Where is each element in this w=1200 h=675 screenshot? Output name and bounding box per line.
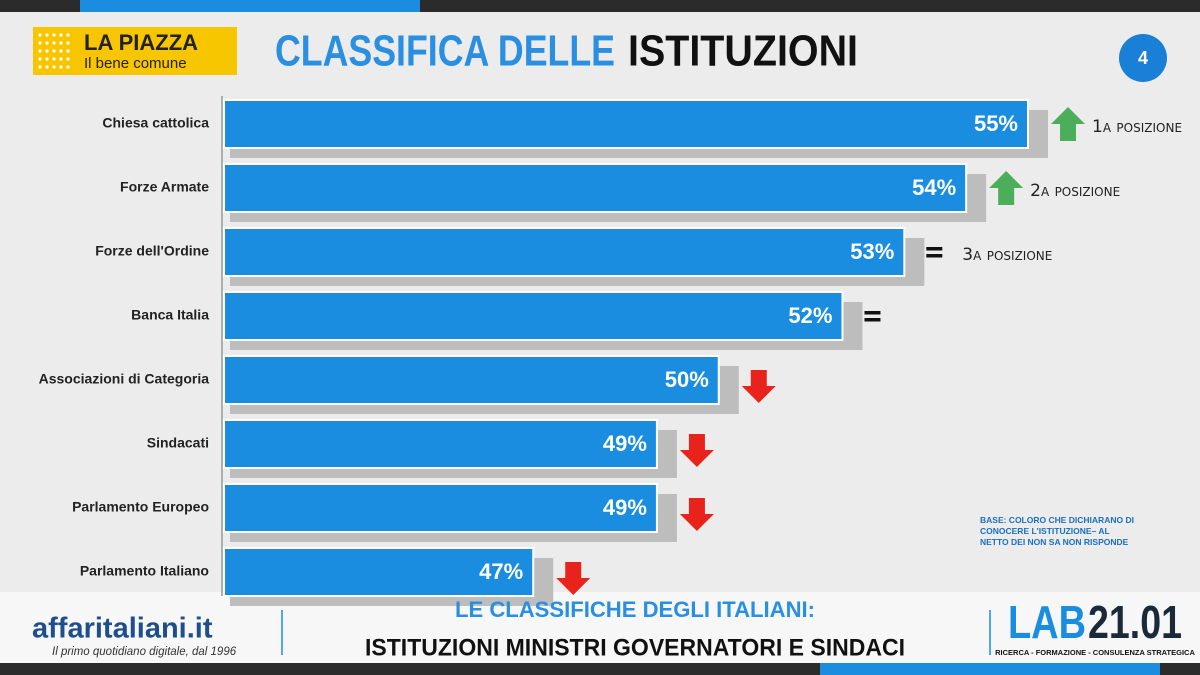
value-label: 55%	[974, 111, 1018, 136]
logo-dots	[38, 33, 70, 69]
bar	[223, 483, 658, 533]
footer-band	[0, 592, 1200, 663]
trend-equal-icon	[864, 311, 881, 315]
lab-tagline: RICERCA - FORMAZIONE - CONSULENZA STRATE…	[995, 648, 1195, 657]
bottom-strip-accent	[820, 663, 1160, 675]
trend-up-icon	[1051, 107, 1085, 141]
value-label: 53%	[850, 239, 894, 264]
value-label: 49%	[603, 495, 647, 520]
lab-part1: LAB	[1008, 596, 1086, 648]
value-label: 47%	[479, 559, 523, 584]
category-label: Associazioni di Categoria	[39, 371, 210, 387]
chart: 55% Chiesa cattolica 1a posizione 54% Forze …	[39, 99, 1182, 606]
trend-down-icon	[679, 434, 714, 467]
brand-tagline: Il primo quotidiano digitale, dal 1996	[52, 646, 237, 658]
headline1: LE CLASSIFICHE DEGLI ITALIANI:	[455, 597, 815, 622]
annotation: 1a posizione	[1092, 117, 1182, 137]
annotation: 2a posizione	[1030, 181, 1120, 201]
page-badge	[1119, 34, 1167, 82]
trend-equal-icon	[926, 247, 943, 251]
bar	[223, 227, 906, 277]
value-label: 49%	[603, 431, 647, 456]
page-number: 4	[1138, 48, 1148, 68]
bar	[223, 163, 968, 213]
trend-down-icon	[679, 498, 714, 531]
category-label: Chiesa cattolica	[102, 115, 209, 131]
value-label: 50%	[665, 367, 709, 392]
logo-subtitle: Il bene comune	[84, 55, 187, 72]
value-label: 54%	[912, 175, 956, 200]
value-label: 52%	[788, 303, 832, 328]
bar	[223, 99, 1029, 149]
trend-equal-icon	[926, 254, 943, 258]
bar	[223, 291, 844, 341]
trend-up-icon	[989, 171, 1024, 205]
trend-equal-icon	[864, 318, 881, 322]
title-part2: ISTITUZIONI	[628, 27, 858, 76]
category-label: Parlamento Italiano	[80, 563, 209, 579]
category-label: Banca Italia	[131, 307, 209, 323]
lab-part2: 21.01	[1088, 596, 1182, 648]
category-label: Forze dell'Ordine	[95, 243, 209, 259]
trend-down-icon	[741, 370, 776, 403]
logo-title: LA PIAZZA	[84, 30, 198, 55]
bar	[223, 547, 535, 597]
title-part1: CLASSIFICA DELLE	[275, 27, 615, 76]
trend-down-icon	[556, 562, 591, 595]
headline2: ISTITUZIONI MINISTRI GOVERNATORI E SINDA…	[365, 634, 905, 661]
note: BASE: COLORO CHE DICHIARANO DI CONOCERE L…	[980, 515, 1134, 547]
bar	[223, 419, 658, 469]
bar	[223, 355, 720, 405]
annotation: 3a posizione	[962, 245, 1052, 265]
brand: affaritaliani.it	[32, 613, 213, 645]
category-label: Sindacati	[147, 435, 209, 451]
category-label: Parlamento Europeo	[72, 499, 209, 515]
top-strip-accent	[80, 0, 420, 12]
category-label: Forze Armate	[120, 179, 209, 195]
